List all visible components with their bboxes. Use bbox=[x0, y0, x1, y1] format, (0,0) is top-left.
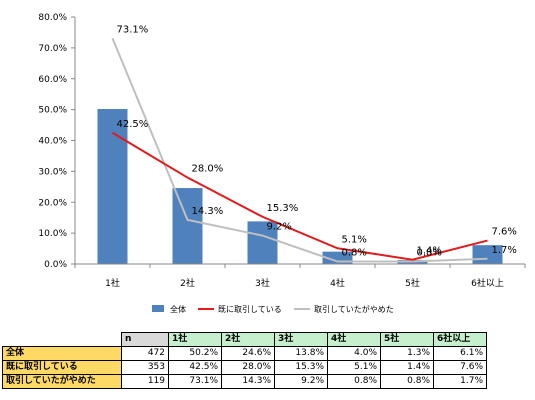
table-header-n: n bbox=[121, 332, 169, 347]
legend: 全体 既に取引している 取引していたがやめた bbox=[152, 304, 394, 314]
data-labels: 42.5% 28.0% 15.3% 5.1% 1.4% 7.6% 73.1% 14.3% 9.2… bbox=[117, 24, 517, 258]
table-cell: 13.8% bbox=[274, 346, 328, 361]
table-header-col: 1社 bbox=[168, 332, 222, 347]
x-tick-label: 3社 bbox=[255, 277, 270, 289]
table-cell: 50.2% bbox=[168, 346, 222, 361]
table-cell: 0.8% bbox=[380, 374, 434, 389]
chart: 0.0% 10.0% 20.0% 30.0% 40.0% 50.0% 60.0% 70.0% 8… bbox=[38, 13, 526, 314]
line-series bbox=[111, 37, 488, 263]
data-label: 7.6% bbox=[492, 227, 517, 238]
x-tick-label: 1社 bbox=[105, 277, 120, 289]
table-header-col: 3社 bbox=[274, 332, 328, 347]
y-axis: 0.0% 10.0% 20.0% 30.0% 40.0% 50.0% 60.0% 70.0% 8… bbox=[38, 13, 76, 270]
x-tick-label: 2社 bbox=[180, 277, 195, 289]
table-row: 取引していたがやめた 119 73.1% 14.3% 9.2% 0.8% 0.8… bbox=[2, 374, 487, 389]
table-header-col: 4社 bbox=[327, 332, 381, 347]
table-cell: 42.5% bbox=[168, 360, 222, 375]
table-cell: 1.4% bbox=[380, 360, 434, 375]
table-cell: 6.1% bbox=[433, 346, 487, 361]
data-label: 0.8% bbox=[342, 248, 367, 259]
data-label: 15.3% bbox=[267, 203, 299, 214]
bar bbox=[97, 109, 128, 264]
data-label: 28.0% bbox=[192, 164, 224, 175]
data-label: 73.1% bbox=[117, 24, 149, 35]
table-cell: 1.7% bbox=[433, 374, 487, 389]
table-row-label: 既に取引している bbox=[2, 360, 122, 375]
table-cell-n: 353 bbox=[121, 360, 169, 375]
table-cell: 0.8% bbox=[327, 374, 381, 389]
y-tick-label: 30.0% bbox=[38, 167, 67, 177]
data-label: 1.4% bbox=[417, 246, 442, 257]
bar-series bbox=[97, 109, 503, 264]
y-tick-label: 20.0% bbox=[38, 198, 67, 208]
data-label: 42.5% bbox=[117, 119, 149, 130]
legend-label: 既に取引している bbox=[218, 305, 282, 314]
x-tick-label: 5社 bbox=[405, 277, 420, 289]
table-cell: 9.2% bbox=[274, 374, 328, 389]
y-tick-label: 40.0% bbox=[38, 137, 67, 147]
table-row-label: 取引していたがやめた bbox=[2, 374, 122, 389]
table-corner bbox=[3, 333, 122, 347]
table-row-label: 全体 bbox=[2, 346, 122, 361]
y-tick-label: 10.0% bbox=[38, 229, 67, 239]
y-tick-label: 60.0% bbox=[38, 75, 67, 85]
legend-label: 全体 bbox=[170, 304, 186, 314]
x-axis: 1社 2社 3社 4社 5社 6社以上 bbox=[74, 263, 526, 289]
table-header-col: 6社以上 bbox=[433, 332, 487, 347]
table-header-col: 2社 bbox=[221, 332, 275, 347]
table-cell: 73.1% bbox=[168, 374, 222, 389]
series-line bbox=[111, 131, 488, 261]
table-cell: 1.3% bbox=[380, 346, 434, 361]
data-label: 14.3% bbox=[192, 206, 224, 217]
x-tick-label: 4社 bbox=[330, 277, 345, 289]
table-cell: 7.6% bbox=[433, 360, 487, 375]
table-cell: 15.3% bbox=[274, 360, 328, 375]
y-tick-label: 50.0% bbox=[38, 106, 67, 116]
table-cell-n: 119 bbox=[121, 374, 169, 389]
table-cell: 28.0% bbox=[221, 360, 275, 375]
table-cell: 4.0% bbox=[327, 346, 381, 361]
legend-swatch bbox=[152, 305, 164, 312]
data-label: 5.1% bbox=[342, 234, 367, 245]
legend-label: 取引していたがやめた bbox=[314, 304, 394, 314]
y-tick-label: 70.0% bbox=[38, 44, 67, 54]
table-cell: 5.1% bbox=[327, 360, 381, 375]
data-label: 0.8% bbox=[417, 248, 442, 259]
table-cell: 24.6% bbox=[221, 346, 275, 361]
series-line bbox=[111, 37, 488, 263]
y-tick-label: 80.0% bbox=[38, 13, 67, 23]
bar bbox=[247, 221, 278, 264]
table-header-col: 5社 bbox=[380, 332, 434, 347]
y-tick-label: 0.0% bbox=[44, 260, 67, 270]
table-row: 全体 472 50.2% 24.6% 13.8% 4.0% 1.3% 6.1% bbox=[2, 346, 487, 361]
table-cell-n: 472 bbox=[121, 346, 169, 361]
x-tick-label: 6社以上 bbox=[471, 277, 504, 289]
table-row: 既に取引している 353 42.5% 28.0% 15.3% 5.1% 1.4%… bbox=[2, 360, 487, 375]
data-table: n 1社 2社 3社 4社 5社 6社以上 全体 472 50.2% 24.6%… bbox=[2, 332, 487, 389]
data-label: 1.7% bbox=[492, 245, 517, 256]
table-header-row: n 1社 2社 3社 4社 5社 6社以上 bbox=[3, 332, 487, 347]
data-label: 9.2% bbox=[267, 222, 292, 233]
bar bbox=[172, 188, 203, 264]
table-cell: 14.3% bbox=[221, 374, 275, 389]
